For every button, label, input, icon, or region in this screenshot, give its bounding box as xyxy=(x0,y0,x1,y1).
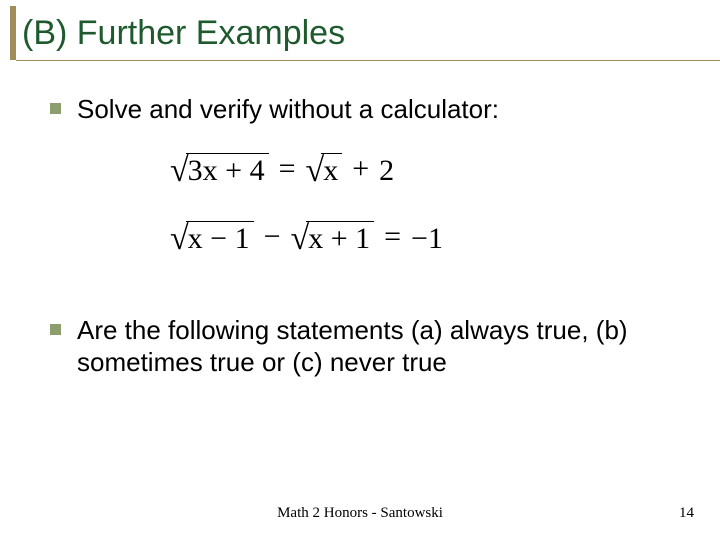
bullet-square-icon xyxy=(50,324,61,335)
title-accent-bar xyxy=(10,6,16,60)
slide-title: (B) Further Examples xyxy=(22,14,720,53)
page-number: 14 xyxy=(679,505,694,522)
radical-icon: √ xyxy=(291,222,310,256)
constant: 2 xyxy=(379,156,394,186)
radical-icon: √ xyxy=(306,154,325,188)
equation-1: √ 3x + 4 = √ x + 2 xyxy=(170,152,670,186)
equals-sign: = xyxy=(269,154,306,186)
title-area: (B) Further Examples xyxy=(0,0,720,53)
radicand: x + 1 xyxy=(306,221,374,254)
sqrt-b: √ x + 1 xyxy=(291,220,375,254)
equations-block: √ 3x + 4 = √ x + 2 √ x − 1 − √ xyxy=(170,152,670,254)
equals-sign: = xyxy=(374,222,411,254)
minus-sign: − xyxy=(254,222,291,254)
constant: −1 xyxy=(411,224,443,254)
bullet-text: Solve and verify without a calculator: xyxy=(77,93,499,126)
footer-text: Math 2 Honors - Santowski xyxy=(0,505,720,522)
radicand: x − 1 xyxy=(186,221,254,254)
slide-body: Solve and verify without a calculator: √… xyxy=(0,53,720,379)
sqrt-a: √ x − 1 xyxy=(170,220,254,254)
radical-icon: √ xyxy=(170,222,189,256)
title-underline xyxy=(16,60,720,61)
bullet-text: Are the following statements (a) always … xyxy=(77,314,670,379)
radicand: 3x + 4 xyxy=(186,153,269,186)
sqrt-left: √ 3x + 4 xyxy=(170,152,269,186)
bullet-item: Solve and verify without a calculator: xyxy=(50,93,670,126)
slide: (B) Further Examples Solve and verify wi… xyxy=(0,0,720,540)
bullet-square-icon xyxy=(50,103,61,114)
radical-icon: √ xyxy=(170,154,189,188)
bullet-item: Are the following statements (a) always … xyxy=(50,314,670,379)
equation-2: √ x − 1 − √ x + 1 = −1 xyxy=(170,220,670,254)
sqrt-right: √ x xyxy=(306,152,343,186)
plus-sign: + xyxy=(342,154,379,186)
